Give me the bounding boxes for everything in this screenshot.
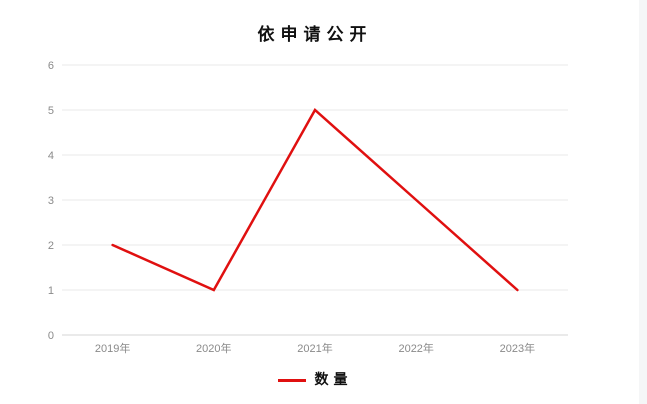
- y-tick-label: 4: [48, 150, 54, 162]
- legend: 数量: [0, 371, 630, 389]
- x-tick-label: 2020年: [196, 341, 231, 355]
- chart-title: 依申请公开: [257, 25, 373, 45]
- y-tick-label: 6: [48, 60, 54, 72]
- y-tick-label: 1: [48, 285, 54, 297]
- x-tick-label: 2021年: [297, 341, 332, 355]
- legend-line-swatch: [277, 378, 306, 382]
- legend-series-label: 数量: [314, 372, 353, 388]
- x-tick-label: 2019年: [95, 341, 130, 355]
- y-tick-label: 2: [48, 240, 54, 252]
- x-tick-label: 2023年: [500, 341, 535, 355]
- window-edge-strip: [639, 0, 647, 404]
- y-tick-label: 3: [48, 195, 54, 207]
- x-tick-label: 2022年: [398, 341, 433, 355]
- y-tick-label: 0: [48, 330, 54, 342]
- y-tick-label: 5: [48, 105, 54, 117]
- series-line: [111, 108, 519, 292]
